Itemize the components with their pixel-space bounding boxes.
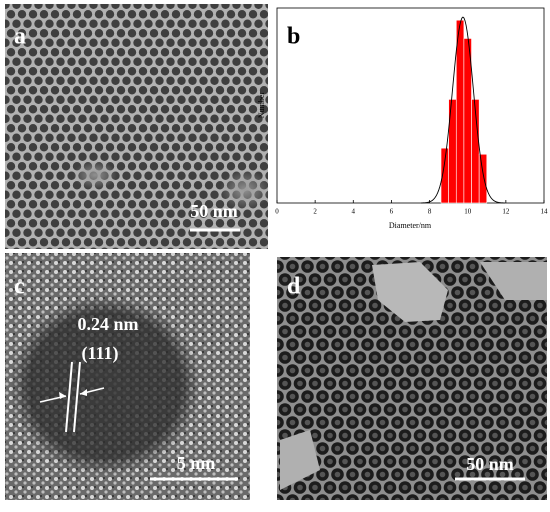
annotation: (111) <box>81 343 118 364</box>
panel-label: d <box>287 274 301 300</box>
bar <box>455 19 465 204</box>
tem-void <box>480 262 547 300</box>
panel-c: c 0.24 nm (111) 5 nm <box>5 253 250 500</box>
panel-d: d 50 nm <box>277 257 547 500</box>
x-tick-label: 6 <box>390 208 394 216</box>
x-tick-label: 14 <box>541 208 549 216</box>
y-axis-label: Number <box>257 92 266 119</box>
tem-void <box>73 161 117 189</box>
x-tick-label: 2 <box>313 208 317 216</box>
bar <box>478 153 488 204</box>
annotation: 0.24 nm <box>77 314 138 334</box>
panel-a: a 50 nm <box>5 4 270 249</box>
lattice-line <box>73 361 81 433</box>
x-tick-label: 12 <box>502 208 510 216</box>
plot-frame <box>276 7 545 204</box>
x-axis-label: Diameter/nm <box>389 221 432 230</box>
bar <box>463 38 472 204</box>
tem-particles <box>5 4 268 249</box>
x-tick-label: 4 <box>352 208 356 216</box>
nanoparticle <box>10 295 200 475</box>
arrowhead <box>59 392 66 399</box>
panel-label: a <box>14 24 26 50</box>
x-tick-label: 10 <box>464 208 472 216</box>
scale-bar-label: 50 nm <box>190 201 238 221</box>
tem-void <box>280 430 320 490</box>
x-tick-label: 0 <box>275 208 279 216</box>
panel-label: b <box>287 24 300 50</box>
fit-curve <box>420 16 505 204</box>
tem-void <box>372 262 448 322</box>
x-tick-label: 8 <box>428 208 432 216</box>
panel-label: c <box>14 274 25 300</box>
bar <box>471 99 480 204</box>
arrowhead <box>80 389 87 396</box>
scale-bar-label: 5 nm <box>177 453 216 473</box>
panel-b: b Number Diameter/nm 0 2 4 6 8 10 12 14 <box>257 7 549 230</box>
tem-void <box>220 170 270 210</box>
lattice-line <box>65 361 73 433</box>
scale-bar-label: 50 nm <box>466 454 514 474</box>
